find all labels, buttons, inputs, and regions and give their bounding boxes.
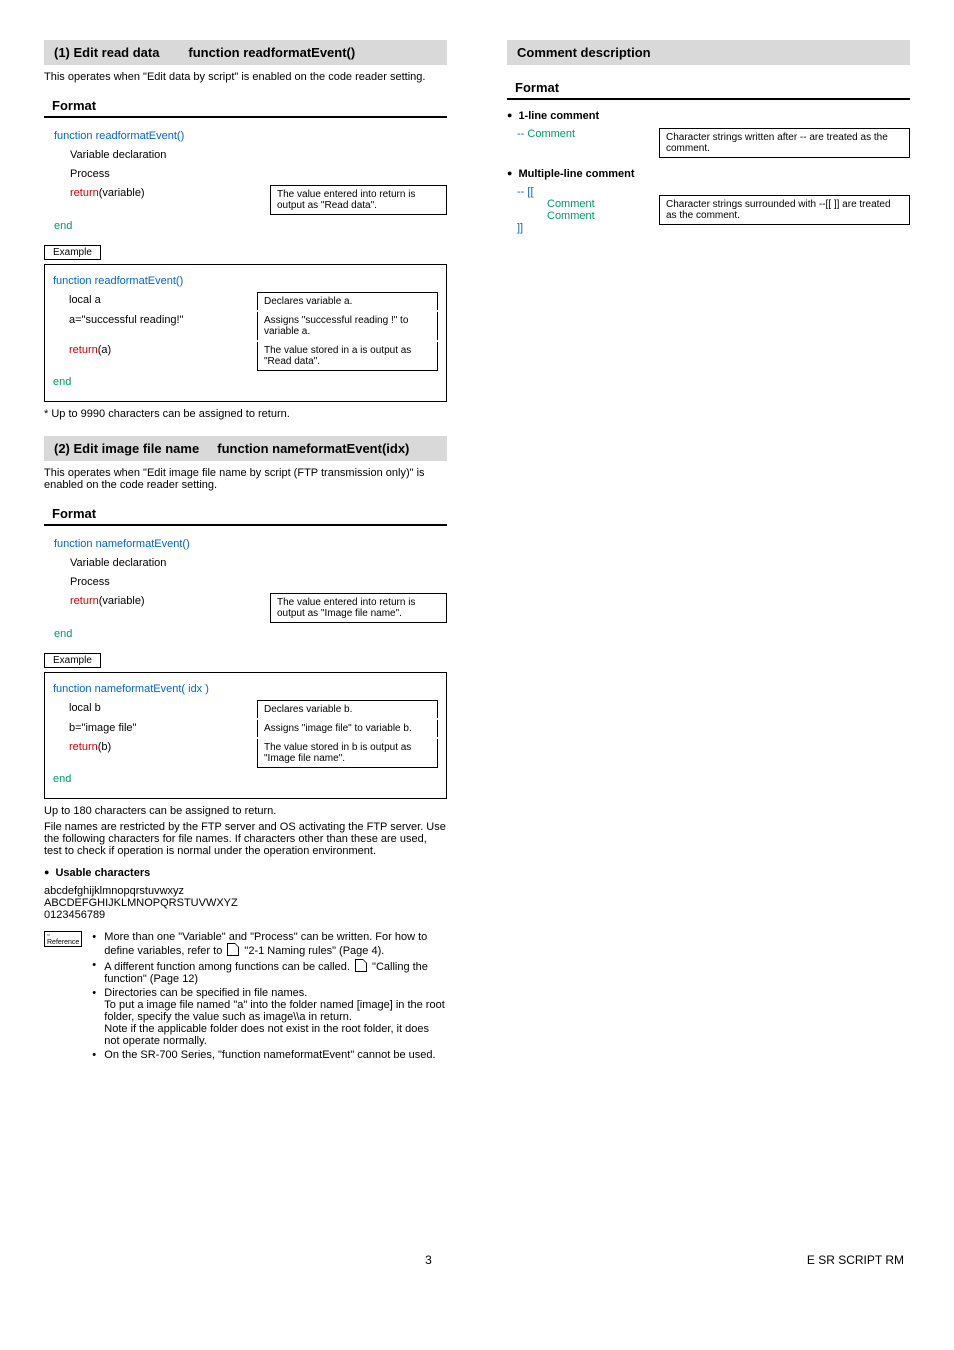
multi-line-heading: Multiple-line comment bbox=[507, 168, 910, 180]
page-footer: 3 E SR SCRIPT RM bbox=[44, 1253, 910, 1267]
e1f-l1: local a bbox=[53, 292, 257, 308]
example-label-2: Example bbox=[44, 653, 101, 668]
e2-n2: Assigns "image file" to variable b. bbox=[257, 720, 438, 737]
format-heading-1: Format bbox=[44, 93, 447, 118]
e1f-end: end bbox=[53, 374, 241, 390]
multi-line-code: -- [[ Comment Comment ]] bbox=[517, 186, 647, 234]
example-label-1: Example bbox=[44, 245, 101, 260]
e1f-l3: return(a) bbox=[53, 342, 257, 358]
comment-header: Comment description bbox=[507, 40, 910, 65]
e1f-n2: Assigns "successful reading !" to variab… bbox=[257, 312, 438, 340]
section-1-header: (1) Edit read data function readformatEv… bbox=[44, 40, 447, 65]
return-note-1: The value entered into return is output … bbox=[270, 185, 447, 215]
format-block-1: function readformatEvent() Variable decl… bbox=[54, 128, 447, 234]
e1f-fn: function readformatEvent() bbox=[53, 273, 241, 289]
f2-end: end bbox=[54, 626, 254, 642]
e2-end: end bbox=[53, 771, 241, 787]
usable-2: ABCDEFGHIJKLMNOPQRSTUVWXYZ bbox=[44, 897, 447, 909]
doc-id: E SR SCRIPT RM bbox=[807, 1253, 904, 1267]
e2-fn: function nameformatEvent( idx ) bbox=[53, 681, 241, 697]
usable-1: abcdefghijklmnopqrstuvwxyz bbox=[44, 885, 447, 897]
page-icon bbox=[355, 959, 367, 972]
f2-fn: function nameformatEvent() bbox=[54, 536, 254, 552]
reference-badge: ▫ Reference bbox=[44, 931, 82, 947]
e2-l2: b="image file" bbox=[53, 720, 257, 736]
section-1-intro: This operates when "Edit data by script"… bbox=[44, 71, 447, 83]
format-heading-2: Format bbox=[44, 501, 447, 526]
page-icon bbox=[227, 943, 239, 956]
section-2-intro: This operates when "Edit image file name… bbox=[44, 467, 447, 491]
usable-heading: Usable characters bbox=[44, 867, 447, 879]
one-line-code: -- Comment bbox=[517, 128, 647, 140]
s2-footnote2: File names are restricted by the FTP ser… bbox=[44, 821, 447, 857]
e2-l1: local b bbox=[53, 700, 257, 716]
e2-l3: return(b) bbox=[53, 739, 257, 755]
code-return: return(variable) bbox=[54, 185, 270, 201]
s2-footnote1: Up to 180 characters can be assigned to … bbox=[44, 805, 447, 817]
code-end: end bbox=[54, 218, 254, 234]
page-number: 3 bbox=[425, 1253, 432, 1267]
one-line-note: Character strings written after -- are t… bbox=[659, 128, 910, 158]
f2-proc: Process bbox=[54, 574, 270, 590]
usable-3: 0123456789 bbox=[44, 909, 447, 921]
e2-n1: Declares variable b. bbox=[257, 700, 438, 718]
code-var-decl: Variable declaration bbox=[54, 147, 270, 163]
e2-n3: The value stored in b is output as "Imag… bbox=[257, 739, 438, 768]
reference-list: •More than one "Variable" and "Process" … bbox=[92, 931, 447, 1063]
code-process: Process bbox=[54, 166, 270, 182]
f2-retnote: The value entered into return is output … bbox=[270, 593, 447, 623]
example-2: function nameformatEvent( idx ) local b … bbox=[44, 672, 447, 799]
e1f-l2: a="successful reading!" bbox=[53, 312, 257, 328]
e1f-n3: The value stored in a is output as "Read… bbox=[257, 342, 438, 371]
multi-line-note: Character strings surrounded with --[[ ]… bbox=[659, 195, 910, 225]
e1f-n1: Declares variable a. bbox=[257, 292, 438, 310]
one-line-heading: 1-line comment bbox=[507, 110, 910, 122]
example-1-final: function readformatEvent() local a Decla… bbox=[44, 264, 447, 402]
format-block-2: function nameformatEvent() Variable decl… bbox=[54, 536, 447, 642]
f2-ret: return(variable) bbox=[54, 593, 270, 609]
section-2-header: (2) Edit image file name function namefo… bbox=[44, 436, 447, 461]
f2-var: Variable declaration bbox=[54, 555, 270, 571]
s1-footnote: * Up to 9990 characters can be assigned … bbox=[44, 408, 447, 420]
code-fn-decl: function readformatEvent() bbox=[54, 128, 254, 144]
format-heading-3: Format bbox=[507, 75, 910, 100]
